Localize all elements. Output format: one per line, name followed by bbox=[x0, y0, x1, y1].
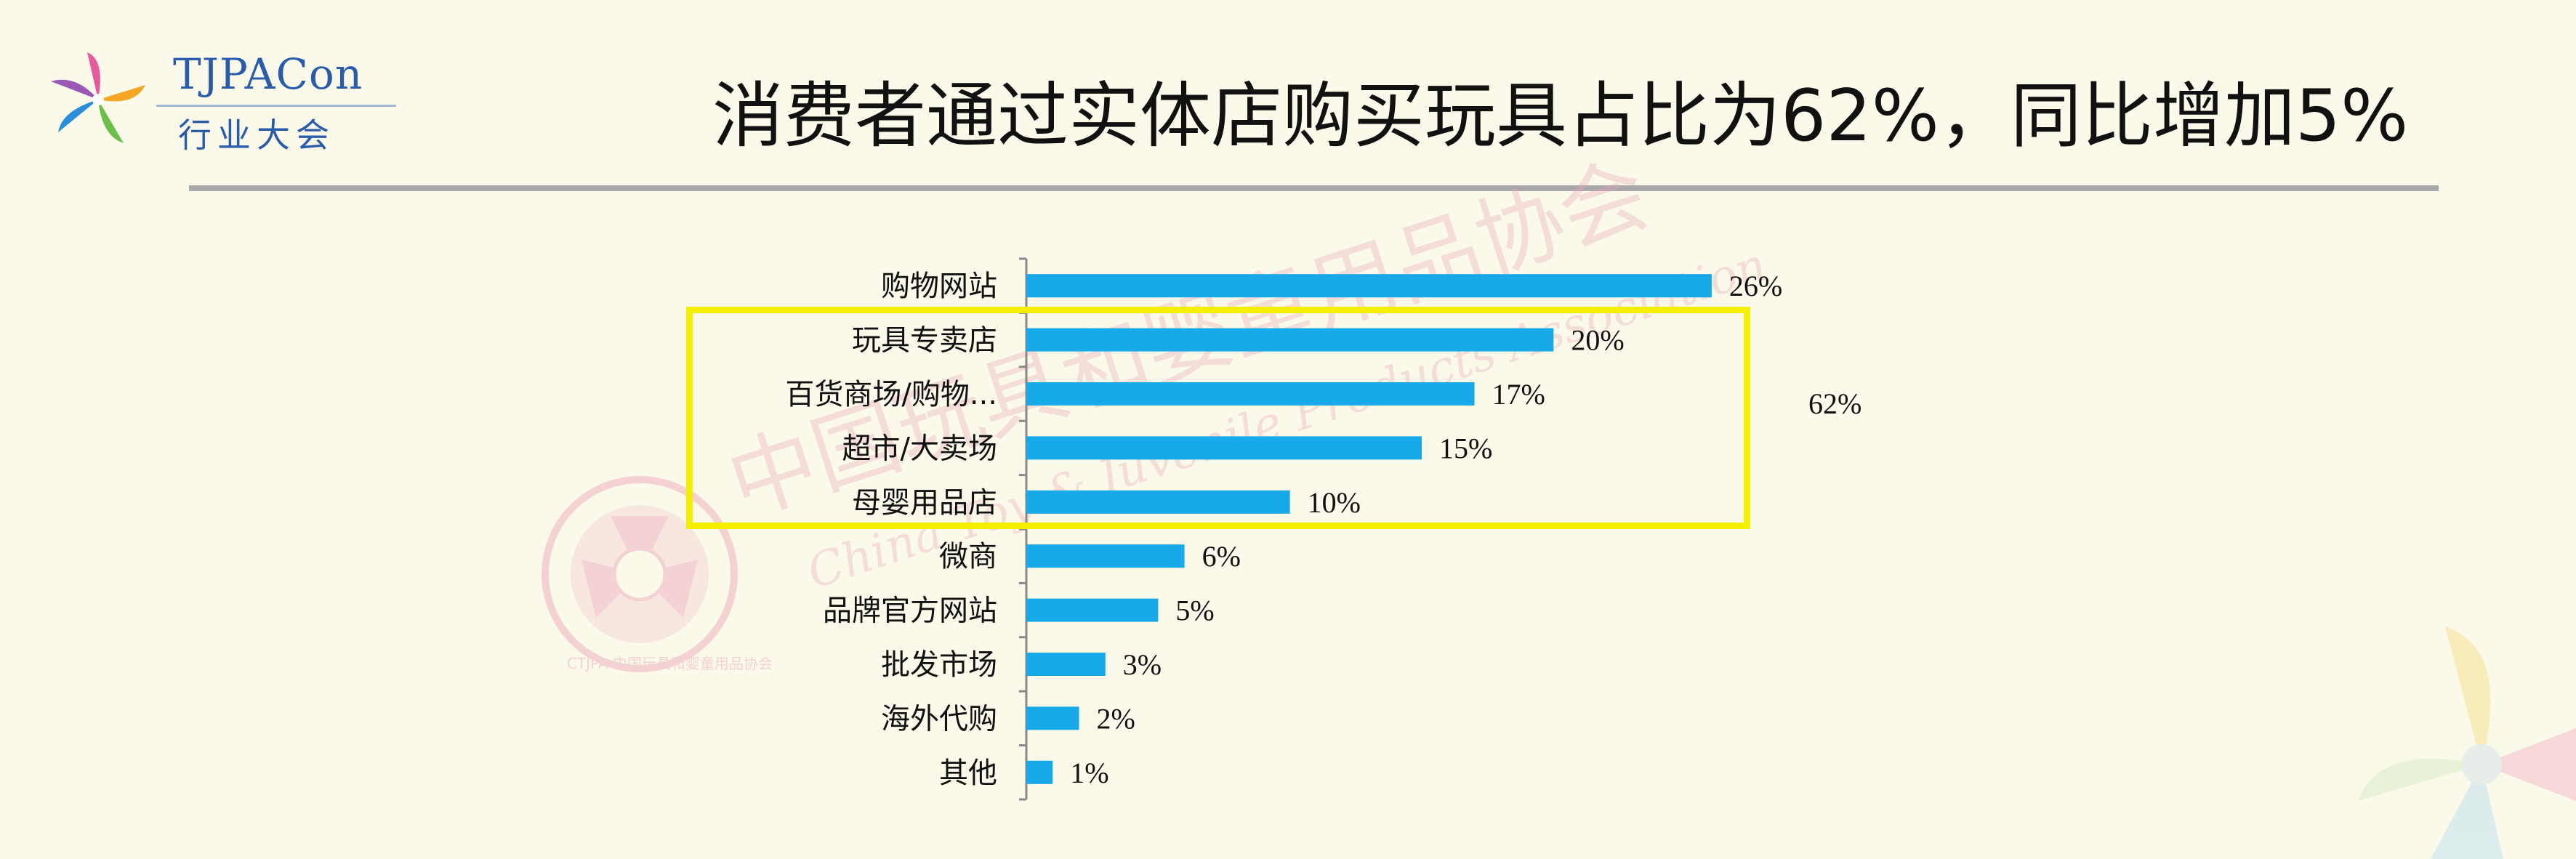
value-label: 20% bbox=[1571, 324, 1624, 357]
category-label: 其他 bbox=[939, 757, 997, 790]
bar bbox=[1026, 598, 1159, 622]
pinwheel-decoration-icon bbox=[2358, 626, 2576, 859]
tjpacon-logo: TJPACon 行业大会 bbox=[44, 45, 422, 155]
category-label: 海外代购 bbox=[881, 702, 997, 735]
category-label: 品牌官方网站 bbox=[823, 594, 997, 628]
category-label: 超市/大卖场 bbox=[842, 432, 997, 465]
bar bbox=[1026, 653, 1106, 676]
category-label: 微商 bbox=[939, 540, 997, 573]
category-label: 玩具专卖店 bbox=[852, 324, 997, 358]
value-label: 3% bbox=[1123, 648, 1162, 681]
title-divider bbox=[189, 185, 2439, 191]
value-label: 5% bbox=[1175, 594, 1214, 627]
value-label: 6% bbox=[1202, 540, 1241, 573]
bar bbox=[1026, 544, 1185, 568]
bar bbox=[1026, 328, 1554, 352]
logo-divider bbox=[156, 105, 396, 107]
bar bbox=[1026, 382, 1475, 406]
category-label: 批发市场 bbox=[881, 648, 997, 682]
category-label: 百货商场/购物... bbox=[785, 378, 997, 411]
bar bbox=[1026, 760, 1053, 784]
value-label: 17% bbox=[1492, 378, 1545, 411]
category-label: 母婴用品店 bbox=[852, 486, 997, 520]
logo-name: TJPACon bbox=[173, 49, 363, 99]
logo-subtitle: 行业大会 bbox=[178, 116, 335, 155]
offline-share-label: 62% bbox=[1808, 387, 1862, 420]
bar bbox=[1026, 490, 1290, 514]
value-label: 26% bbox=[1729, 270, 1782, 302]
value-label: 1% bbox=[1070, 757, 1108, 789]
bar bbox=[1026, 436, 1422, 460]
pinwheel-logo-icon bbox=[51, 52, 145, 143]
bar bbox=[1026, 706, 1079, 730]
category-label: 购物网站 bbox=[881, 270, 997, 303]
value-label: 2% bbox=[1097, 702, 1135, 735]
slide-title: 消费者通过实体店购买玩具占比为62%，同比增加5% bbox=[712, 75, 2409, 158]
value-label: 15% bbox=[1439, 432, 1492, 464]
bar bbox=[1026, 274, 1712, 298]
offline-channels-highlight-box bbox=[686, 307, 1750, 529]
value-label: 10% bbox=[1308, 486, 1361, 519]
